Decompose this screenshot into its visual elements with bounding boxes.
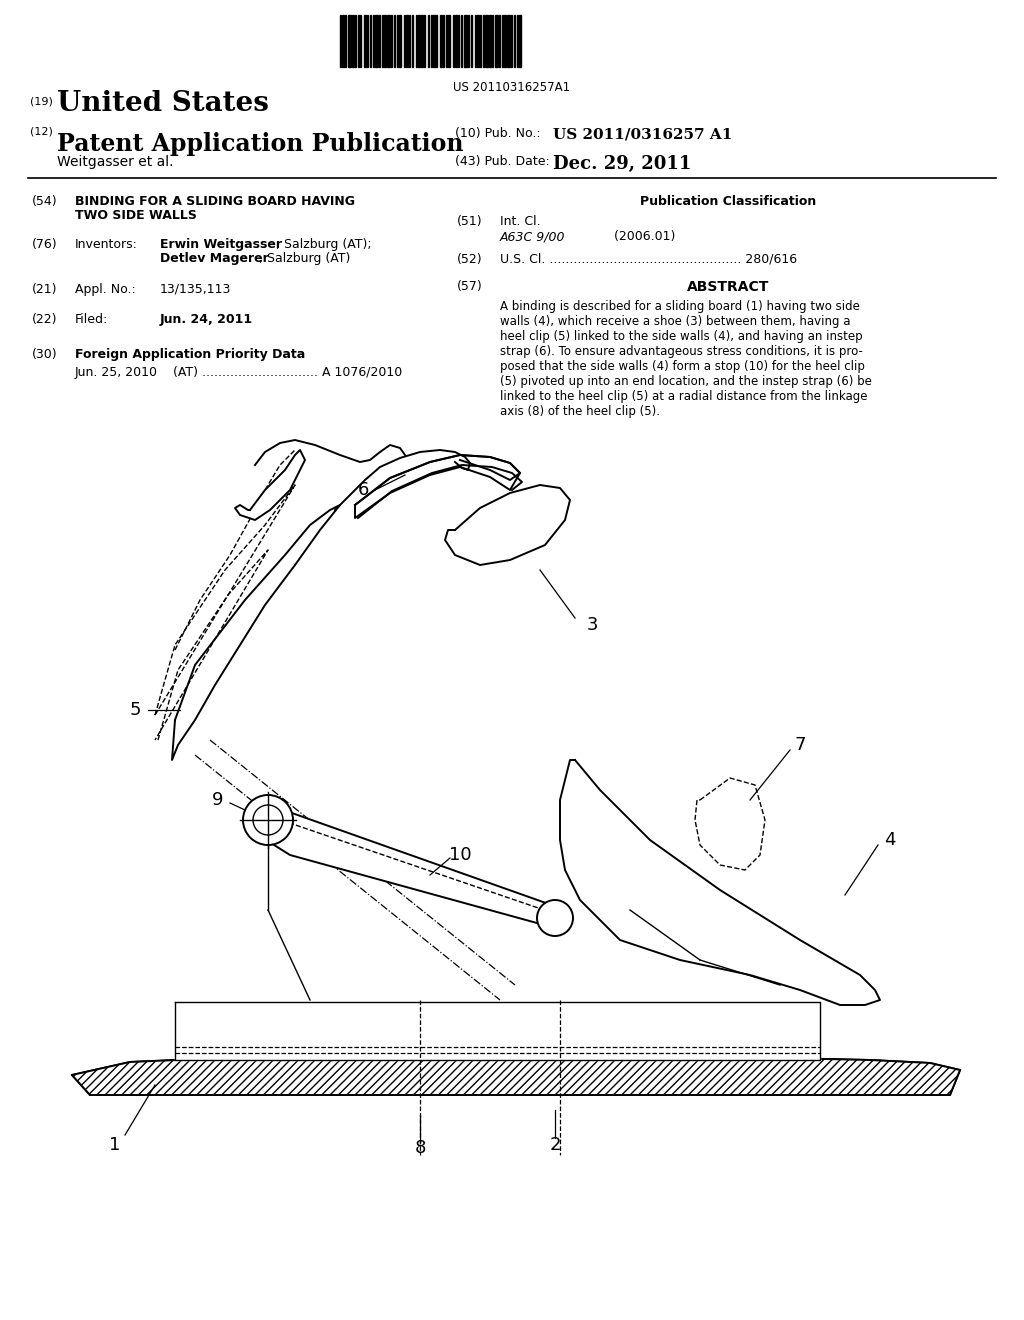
Bar [352,15,354,67]
Text: 10: 10 [449,846,471,865]
Bar [495,15,498,67]
Text: (22): (22) [32,313,57,326]
Bar [440,15,442,67]
Text: 4: 4 [885,832,896,849]
Text: Foreign Application Priority Data: Foreign Application Priority Data [75,348,305,360]
Polygon shape [234,450,305,520]
Text: (76): (76) [32,238,57,251]
Text: 6: 6 [357,480,369,499]
Bar [519,15,521,67]
Bar [433,15,435,67]
Circle shape [253,805,283,836]
Text: 7: 7 [795,737,806,754]
Text: (43) Pub. Date:: (43) Pub. Date: [455,154,550,168]
Text: 5: 5 [129,701,140,719]
Text: (12): (12) [30,127,53,137]
Bar [387,15,390,67]
Bar [507,15,510,67]
Polygon shape [72,1057,961,1096]
Text: 8: 8 [415,1139,426,1158]
Text: TWO SIDE WALLS: TWO SIDE WALLS [75,209,197,222]
Text: Int. Cl.: Int. Cl. [500,215,541,228]
Text: (2006.01): (2006.01) [582,230,676,243]
Bar [348,15,351,67]
Text: A binding is described for a sliding board (1) having two side
walls (4), which : A binding is described for a sliding boa… [500,300,871,418]
Polygon shape [695,777,765,870]
Text: (21): (21) [32,282,57,296]
Text: (57): (57) [457,280,482,293]
Bar [449,15,450,67]
Bar [489,15,490,67]
Text: U.S. Cl. ................................................ 280/616: U.S. Cl. ...............................… [500,253,797,267]
Polygon shape [72,1057,961,1096]
Circle shape [537,900,573,936]
Text: 2: 2 [549,1137,561,1154]
Bar [418,15,420,67]
Bar [421,15,423,67]
Text: (30): (30) [32,348,57,360]
Text: Patent Application Publication: Patent Application Publication [57,132,464,156]
Bar [342,15,344,67]
Text: Inventors:: Inventors: [75,238,138,251]
Text: 1: 1 [110,1137,121,1154]
Text: (19): (19) [30,96,53,107]
Text: Detlev Magerer: Detlev Magerer [160,252,268,265]
Text: United States: United States [57,90,269,117]
Bar [406,15,408,67]
Text: , Salzburg (AT): , Salzburg (AT) [259,252,350,265]
Text: (51): (51) [457,215,482,228]
Text: 13/135,113: 13/135,113 [160,282,231,296]
Polygon shape [445,484,570,565]
Text: ABSTRACT: ABSTRACT [687,280,769,294]
Polygon shape [255,807,560,928]
Text: US 2011/0316257 A1: US 2011/0316257 A1 [553,127,732,141]
Bar [504,15,506,67]
Text: 3: 3 [587,616,598,634]
Bar [477,15,479,67]
Text: , Salzburg (AT);: , Salzburg (AT); [276,238,372,251]
Bar [485,15,488,67]
Polygon shape [560,760,880,1005]
Text: Erwin Weitgasser: Erwin Weitgasser [160,238,282,251]
Text: Weitgasser et al.: Weitgasser et al. [57,154,173,169]
Bar [455,15,457,67]
Bar [364,15,366,67]
Polygon shape [172,506,340,760]
Text: (10) Pub. No.:: (10) Pub. No.: [455,127,541,140]
Text: (52): (52) [457,253,482,267]
Text: Dec. 29, 2011: Dec. 29, 2011 [553,154,691,173]
Bar [384,15,386,67]
Text: US 20110316257A1: US 20110316257A1 [454,81,570,94]
Text: (54): (54) [32,195,57,209]
Text: Filed:: Filed: [75,313,109,326]
Text: Jun. 24, 2011: Jun. 24, 2011 [160,313,253,326]
Circle shape [243,795,293,845]
Polygon shape [175,1002,820,1060]
Text: A63C 9/00: A63C 9/00 [500,230,565,243]
Bar [464,15,467,67]
Text: Publication Classification: Publication Classification [640,195,816,209]
Bar [399,15,401,67]
Text: Appl. No.:: Appl. No.: [75,282,136,296]
Text: BINDING FOR A SLIDING BOARD HAVING: BINDING FOR A SLIDING BOARD HAVING [75,195,355,209]
Text: Jun. 25, 2010    (AT) ............................. A 1076/2010: Jun. 25, 2010 (AT) .....................… [75,366,403,379]
Bar [375,15,378,67]
Text: 9: 9 [212,791,224,809]
Polygon shape [355,455,520,517]
